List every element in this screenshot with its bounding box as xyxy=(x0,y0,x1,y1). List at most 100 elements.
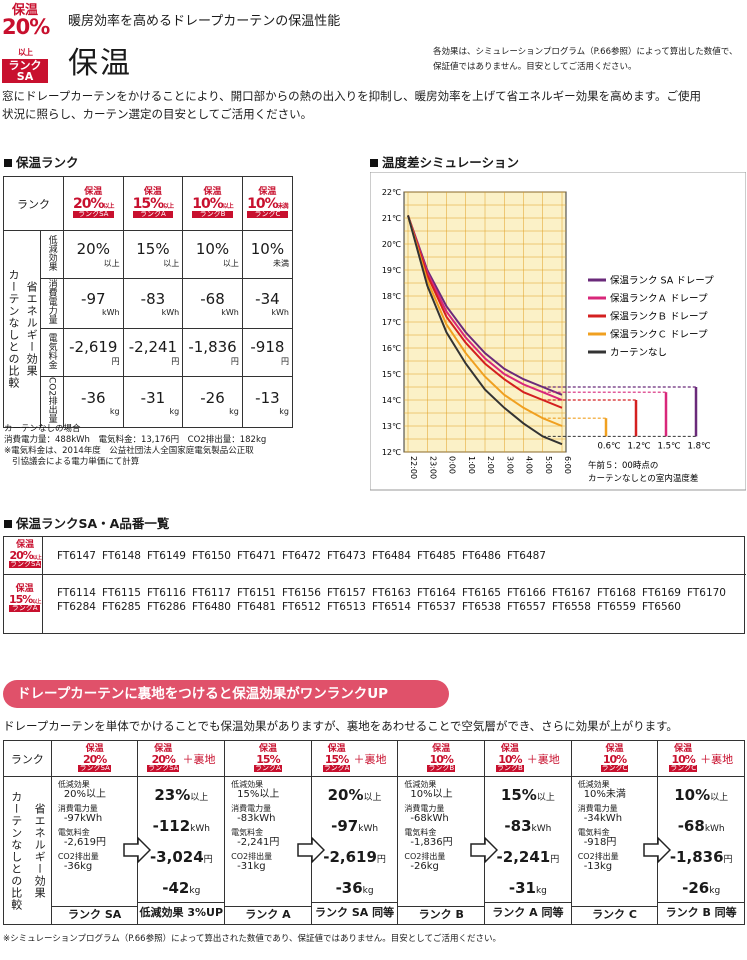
product-code: FT6169 xyxy=(642,587,681,599)
legend-label: 保温ランクＣ ドレープ xyxy=(610,329,708,341)
product-code: FT6473 xyxy=(327,550,366,562)
product-code: FT6115 xyxy=(102,587,141,599)
chart-caption: 午前５：00時点の xyxy=(588,460,658,471)
table-cell: -31 kg xyxy=(122,375,184,429)
product-code: FT6116 xyxy=(147,587,186,599)
product-code: FT6151 xyxy=(237,587,276,599)
base-values: 低減効果 10%以上 消費電力量 -68kWh 電気料金 -1,836円 CO2排出量… xyxy=(397,776,499,925)
product-code: FT6165 xyxy=(462,587,501,599)
product-code: FT6167 xyxy=(552,587,591,599)
product-code: FT6514 xyxy=(372,601,411,613)
header-note: 各効果は、シミュレーションプログラム（P.66参照）によって算出した数値で、 保… xyxy=(433,47,738,72)
lining-values: 10%以上 -68kWh -1,836円 -26kg ランク B 同等 xyxy=(657,776,745,925)
y-tick-label: 17℃ xyxy=(382,318,401,327)
product-code: FT6284 xyxy=(57,601,96,613)
table-cell: -13 kg xyxy=(241,375,294,429)
rank-footnote: カーテンなしの場合 消費電力量：488kWh 電気料金：13,176円 CO2排… xyxy=(4,424,267,467)
diff-label: 1.2℃ xyxy=(627,441,651,451)
lining-values: 20%以上 -97kWh -2,619円 -36kg ランク SA 同等 xyxy=(310,776,399,925)
product-code: FT6558 xyxy=(552,601,591,613)
lining-desc: ドレープカーテンを単体でかけることでも保温効果がありますが、裏地をあわせることで… xyxy=(3,719,678,733)
product-code: FT6168 xyxy=(597,587,636,599)
table-cell: 20% 以上 xyxy=(63,230,124,279)
rank-cell-sa: 保温 20%以上 ランクSA xyxy=(63,176,124,231)
legend-label: 保温ランク SA ドレープ xyxy=(610,275,714,287)
x-tick-label: 1:00 xyxy=(467,456,476,474)
product-code: FT6557 xyxy=(507,601,546,613)
chart-heading: 温度差シミュレーション xyxy=(370,152,519,171)
series-line xyxy=(407,215,563,409)
product-code: FT6513 xyxy=(327,601,366,613)
footer-note: ※シミュレーションプログラム（P.66参照）によって算出された数値であり、保証値… xyxy=(3,934,501,944)
product-code: FT6472 xyxy=(282,550,321,562)
base-values: 低減効果 20%以上 消費電力量 -97kWh 電気料金 -2,619円 CO2排出量… xyxy=(50,776,152,925)
product-code: FT6487 xyxy=(507,550,546,562)
product-code: FT6170 xyxy=(687,587,726,599)
product-code: FT6156 xyxy=(282,587,321,599)
rank-badge: 保温 20%以上 ランクSA xyxy=(9,540,42,568)
product-code: FT6114 xyxy=(57,587,96,599)
side-label: カーテンなしとの比較 省エネルギー効果 xyxy=(3,776,52,925)
y-tick-label: 21℃ xyxy=(382,214,401,223)
y-tick-label: 22℃ xyxy=(382,188,401,197)
product-code: FT6486 xyxy=(462,550,501,562)
x-tick-label: 6:00 xyxy=(563,456,572,474)
product-code: FT6166 xyxy=(507,587,546,599)
y-tick-label: 12℃ xyxy=(382,448,401,457)
rank-badge: 保温 15%以上 ランクA xyxy=(9,584,41,612)
rank-section-heading: 保温ランク xyxy=(4,152,79,171)
x-tick-label: 3:00 xyxy=(505,456,514,474)
lining-values: 23%以上 -112kWh -3,024円 -42kg 低減効果 3%UP xyxy=(137,776,226,925)
code-list-a: FT6114 FT6115 FT6116 FT6117 FT6151 FT6156 FT61… xyxy=(57,586,747,614)
table-cell: 10% 未満 xyxy=(241,230,294,279)
side-label: カーテンなしとの比較 省エネルギー効果 xyxy=(2,229,42,429)
table-cell: 15% 以上 xyxy=(122,230,184,279)
y-tick-label: 18℃ xyxy=(382,292,401,301)
diff-label: 0.6℃ xyxy=(597,441,621,451)
lining-values: 15%以上 -83kWh -2,241円 -31kg ランク A 同等 xyxy=(484,776,572,925)
rank-badge-lining: 保温 10% ランクB ＋裏地 xyxy=(484,740,572,777)
rank-label: ランク xyxy=(3,176,64,231)
lining-table: ランク 保温 20% ランクSA 保温 20% ランクSA ＋裏地 保温 15% ランクA 保温 15… xyxy=(3,740,745,925)
table-cell: -83 kWh xyxy=(122,278,184,329)
diff-label: 1.5℃ xyxy=(657,441,681,451)
rank-table: ランク 保温 20%以上 ランクSA 保温 15%以上 ランクA 保温 10%以上 ランクB… xyxy=(2,176,294,429)
product-code: FT6538 xyxy=(462,601,501,613)
product-code: FT6150 xyxy=(192,550,231,562)
base-values: 低減効果 10%未満 消費電力量 -34kWh 電気料金 -918円 CO2排出量 -1… xyxy=(570,776,672,925)
product-code: FT6285 xyxy=(102,601,141,613)
base-values: 低減効果 15%以上 消費電力量 -83kWh 電気料金 -2,241円 CO2排出量… xyxy=(224,776,325,925)
series-line xyxy=(407,215,563,401)
product-code: FT6559 xyxy=(597,601,636,613)
rank-cell-a: 保温 15%以上 ランクA xyxy=(122,176,184,231)
x-tick-label: 23:00 xyxy=(428,456,437,479)
y-tick-label: 20℃ xyxy=(382,240,401,249)
product-code: FT6163 xyxy=(372,587,411,599)
table-cell: -34 kWh xyxy=(241,278,294,329)
table-cell: 10% 以上 xyxy=(182,230,243,279)
product-code: FT6480 xyxy=(192,601,231,613)
list-heading: 保温ランクSA・A品番一覧 xyxy=(4,513,169,532)
table-cell: -26 kg xyxy=(182,375,243,429)
page-title: 保温 xyxy=(68,46,132,81)
intro-text: 窓にドレープカーテンをかけることにより、開口部からの熱の出入りを抑制し、暖房効率… xyxy=(2,89,701,121)
product-code: FT6481 xyxy=(237,601,276,613)
table-cell: -36 kg xyxy=(63,375,124,429)
product-code: FT6560 xyxy=(642,601,681,613)
table-cell: -1,836 円 xyxy=(182,328,243,377)
rank-badge-lining: 保温 10% ランクC ＋裏地 xyxy=(657,740,745,777)
rank-badge: 保温 10% ランクB xyxy=(397,740,486,777)
product-code: FT6148 xyxy=(102,550,141,562)
product-code: FT6117 xyxy=(192,587,231,599)
rank-cell-b: 保温 10%以上 ランクB xyxy=(182,176,243,231)
x-tick-label: 22:00 xyxy=(409,456,418,479)
product-code: FT6512 xyxy=(282,601,321,613)
x-tick-label: 0:00 xyxy=(448,456,457,474)
product-code: FT6471 xyxy=(237,550,276,562)
rank-badge: 保温 20% ランクSA xyxy=(50,740,139,777)
rank-badge: 保温 15% ランクA xyxy=(224,740,312,777)
product-list: 保温 20%以上 ランクSA 保温 15%以上 ランクA FT6147 FT6148 FT6… xyxy=(3,536,747,634)
series-line xyxy=(407,215,563,427)
diff-label: 1.8℃ xyxy=(687,441,711,451)
y-tick-label: 16℃ xyxy=(382,344,401,353)
